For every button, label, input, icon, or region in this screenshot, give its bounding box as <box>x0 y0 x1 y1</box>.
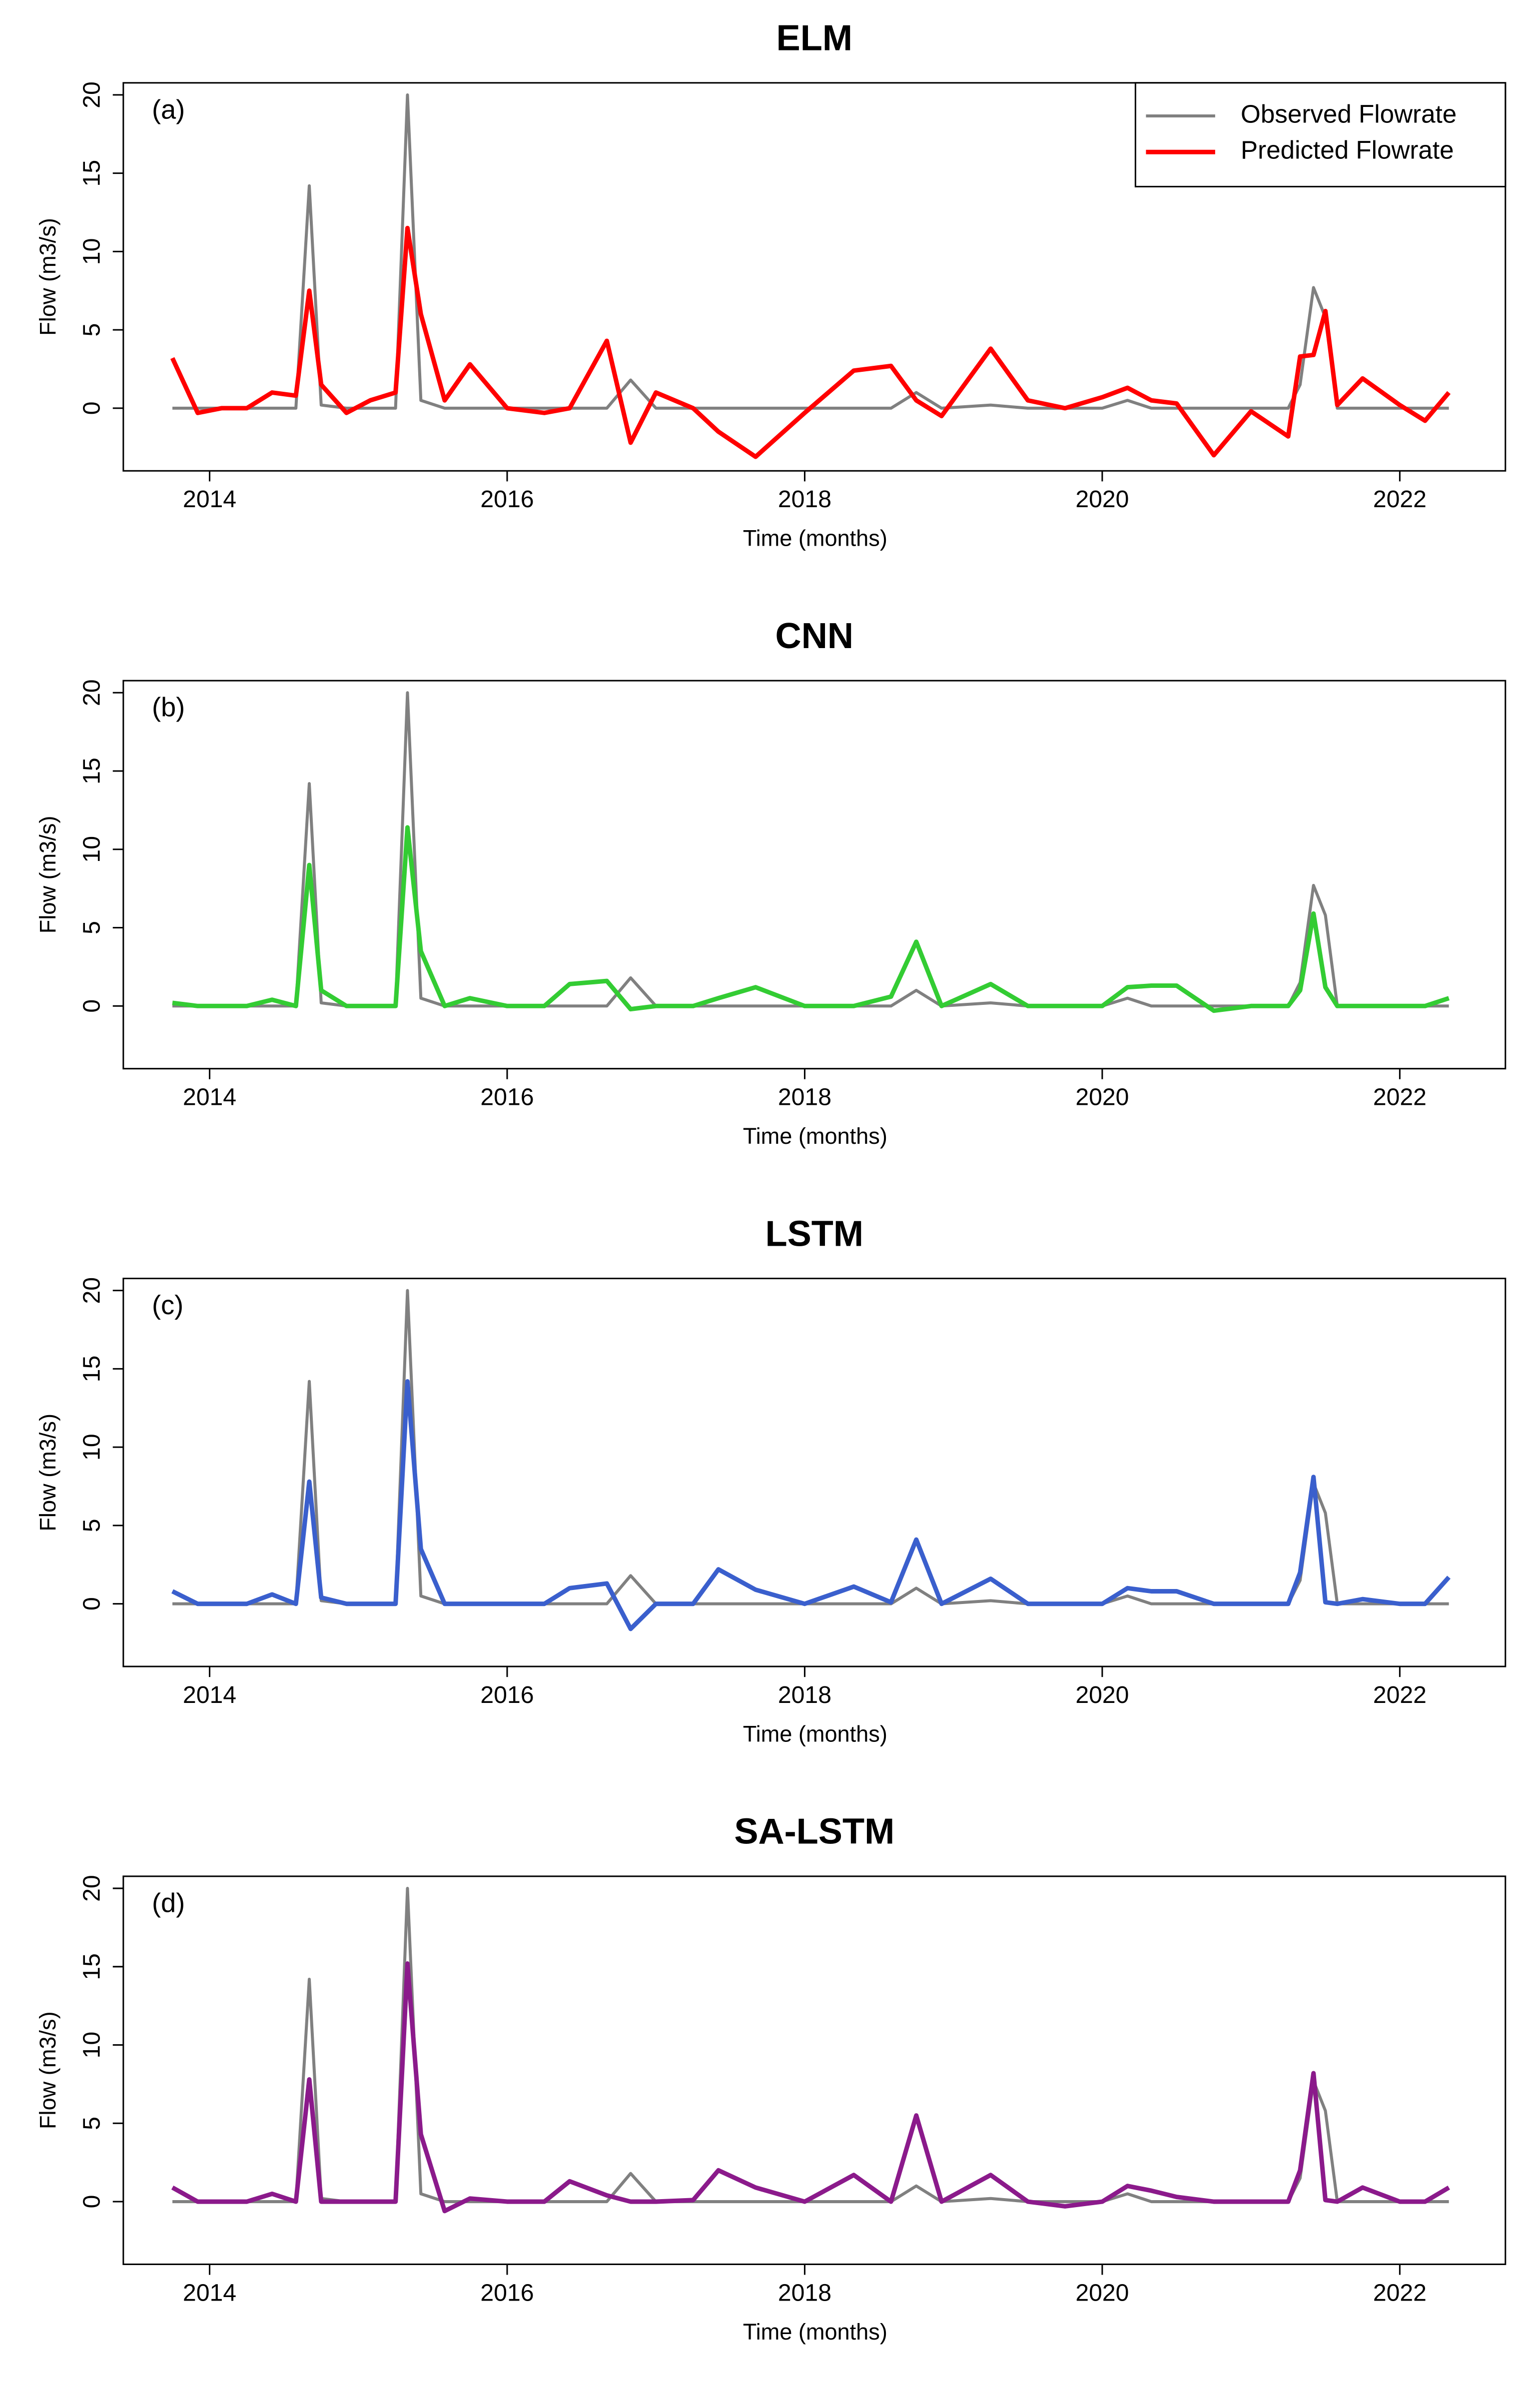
panel-label: (c) <box>152 1290 183 1320</box>
y-axis-label: Flow (m3/s) <box>35 218 60 336</box>
panel-label: (a) <box>152 94 185 124</box>
y-tick-label: 15 <box>78 160 105 187</box>
data-line <box>172 1887 1449 2204</box>
x-tick-label: 2020 <box>1075 486 1129 513</box>
x-tick-label: 2022 <box>1373 1681 1427 1708</box>
y-tick-label: 5 <box>78 323 105 337</box>
plot-frame <box>122 680 1507 1070</box>
x-tick-label: 2014 <box>183 1084 236 1111</box>
chart-title: CNN <box>775 616 853 656</box>
y-tick-label: 0 <box>78 999 105 1013</box>
x-tick-label: 2018 <box>778 486 831 513</box>
data-line <box>172 825 1450 1013</box>
x-tick-label: 2014 <box>183 1681 236 1708</box>
y-axis-label: Flow (m3/s) <box>35 816 60 934</box>
y-tick-label: 0 <box>78 402 105 415</box>
chart-title: ELM <box>776 18 852 58</box>
plot-frame <box>122 1875 1507 2265</box>
x-tick-label: 2020 <box>1075 1084 1129 1111</box>
x-tick-label: 2022 <box>1373 2279 1427 2306</box>
x-tick-label: 2014 <box>183 2279 236 2306</box>
legend-label: Observed Flowrate <box>1241 100 1457 128</box>
x-tick-label: 2014 <box>183 486 236 513</box>
y-tick-label: 10 <box>78 238 105 265</box>
y-tick-label: 20 <box>78 680 105 707</box>
x-tick-label: 2022 <box>1373 486 1427 513</box>
y-tick-label: 20 <box>78 1277 105 1304</box>
x-tick-label: 2022 <box>1373 1084 1427 1111</box>
y-tick-label: 10 <box>78 2032 105 2059</box>
legend-label: Predicted Flowrate <box>1241 136 1454 164</box>
x-axis-label: Time (months) <box>743 1721 887 1746</box>
y-tick-label: 15 <box>78 1953 105 1980</box>
y-tick-label: 15 <box>78 1356 105 1383</box>
y-tick-label: 0 <box>78 1597 105 1610</box>
y-tick-label: 5 <box>78 2117 105 2130</box>
x-axis-label: Time (months) <box>743 1123 887 1149</box>
y-tick-label: 15 <box>78 758 105 785</box>
x-tick-label: 2016 <box>480 2279 534 2306</box>
y-tick-label: 10 <box>78 836 105 863</box>
y-tick-label: 20 <box>78 81 105 108</box>
y-axis-label: Flow (m3/s) <box>35 2011 60 2129</box>
y-tick-label: 20 <box>78 1875 105 1902</box>
legend-box <box>1134 82 1507 187</box>
plot-frame <box>122 1278 1507 1667</box>
x-tick-label: 2020 <box>1075 2279 1129 2306</box>
x-tick-label: 2020 <box>1075 1681 1129 1708</box>
data-line <box>172 1289 1449 1605</box>
panel-label: (b) <box>152 693 185 723</box>
data-line <box>171 1379 1451 1631</box>
y-tick-label: 0 <box>78 2195 105 2209</box>
data-line <box>170 225 1451 459</box>
x-tick-label: 2016 <box>480 1084 534 1111</box>
chart-title: LSTM <box>766 1214 864 1254</box>
panel-label: (d) <box>152 1888 185 1918</box>
legend: Observed Flowrate Predicted Flowrate <box>1134 82 1507 187</box>
data-line <box>171 1961 1450 2214</box>
x-axis-label: Time (months) <box>743 2319 887 2345</box>
x-tick-label: 2016 <box>480 486 534 513</box>
y-axis-label: Flow (m3/s) <box>35 1414 60 1532</box>
y-tick-label: 5 <box>78 1519 105 1533</box>
x-tick-label: 2018 <box>778 2279 831 2306</box>
y-tick-label: 10 <box>78 1434 105 1461</box>
x-tick-label: 2016 <box>480 1681 534 1708</box>
y-tick-label: 5 <box>78 921 105 934</box>
data-line <box>172 691 1449 1008</box>
x-axis-label: Time (months) <box>743 526 887 551</box>
x-tick-label: 2018 <box>778 1084 831 1111</box>
plot-frame <box>122 82 1507 472</box>
x-tick-label: 2018 <box>778 1681 831 1708</box>
chart-title: SA-LSTM <box>734 1812 894 1852</box>
